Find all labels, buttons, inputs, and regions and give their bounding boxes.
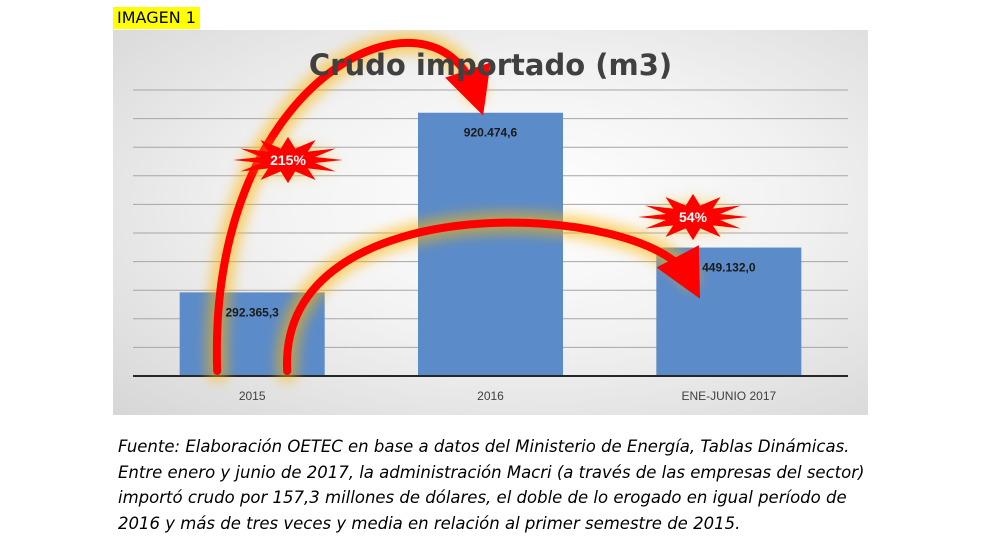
bar <box>418 112 563 376</box>
starburst-badge <box>233 136 343 184</box>
growth-arrow <box>213 38 491 375</box>
image-label: IMAGEN 1 <box>113 7 200 29</box>
growth-arrow <box>283 218 701 375</box>
chart-title: Crudo importado (m3) <box>308 48 673 82</box>
x-tick-label: 2016 <box>477 389 504 403</box>
chart-panel: 215% 54% 292.365,3 2015 920.474,6 2016 449.13… <box>113 30 868 415</box>
source-caption: Fuente: Elaboración OETEC en base a dato… <box>118 437 865 533</box>
starburst-badge <box>638 193 748 241</box>
bar-value-label: 920.474,6 <box>464 126 518 140</box>
x-tick-label: 2015 <box>239 389 266 403</box>
bar-chart: 215% 54% 292.365,3 2015 920.474,6 2016 449.13… <box>133 31 848 403</box>
growth-percent-label: 54% <box>679 209 708 225</box>
growth-percent-label: 215% <box>270 152 306 168</box>
bar-value-label: 292.365,3 <box>225 305 279 319</box>
x-tick-label: ENE-JUNIO 2017 <box>681 389 776 403</box>
bar-value-label: 449.132,0 <box>702 261 756 275</box>
